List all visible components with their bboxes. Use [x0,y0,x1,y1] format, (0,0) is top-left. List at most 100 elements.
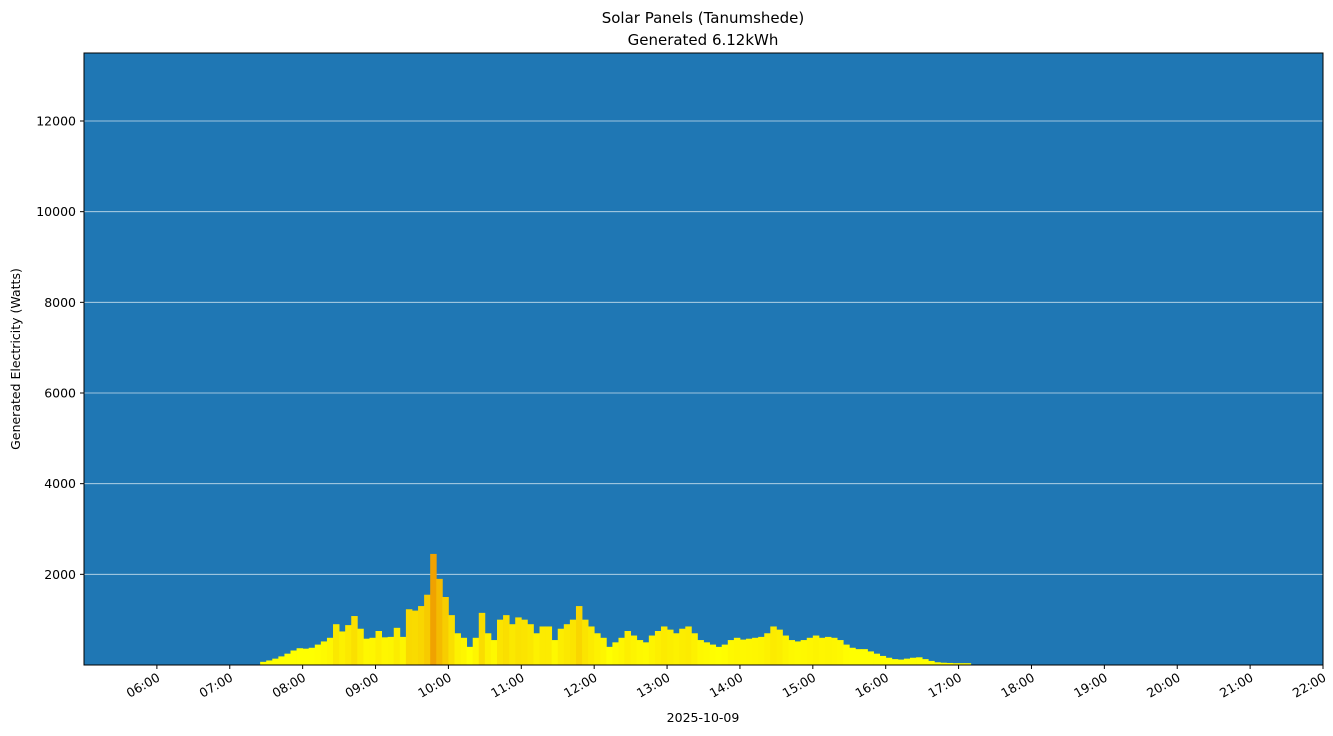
bar [855,649,862,665]
bar [752,637,759,665]
bar [782,635,789,665]
bar [928,660,935,665]
bar [667,629,674,665]
bar [800,640,808,665]
x-tick-label: 22:00 [1290,670,1329,701]
bar [746,638,753,665]
x-tick-label: 06:00 [124,670,163,701]
bar [837,640,844,665]
bars [260,553,972,665]
bar [454,633,461,665]
bar [533,633,540,665]
y-tick-label: 6000 [44,386,76,401]
x-tick-label: 18:00 [998,670,1037,701]
bar [733,637,741,665]
x-tick-label: 15:00 [780,670,819,701]
bar [654,631,662,665]
bar [314,644,322,665]
bar [721,644,729,665]
bar [418,606,425,665]
bar [278,656,285,665]
bar [497,619,504,665]
bar [539,626,546,665]
bar [448,615,455,665]
bar [387,636,395,665]
bar [739,639,747,665]
bar [861,649,868,665]
bar [764,633,771,665]
bar [648,635,656,665]
bar [284,653,291,665]
x-axis-label: 2025-10-09 [667,710,740,725]
bar [885,657,893,665]
bar [679,628,686,665]
bar [557,628,565,665]
x-tick-label: 10:00 [415,670,454,701]
bar [369,637,376,665]
y-tick-label: 10000 [36,204,76,219]
bar [442,597,449,665]
bar [818,637,826,665]
bar [351,616,358,665]
bar [436,578,443,665]
x-axis: 06:00 07:00 08:00 09:00 10:00 11:00 12:00 13:00… [124,665,1329,701]
bar [466,646,474,665]
plot-area [84,53,1323,665]
bar [910,657,917,665]
bar [260,661,267,665]
bar [946,662,953,665]
bar [770,626,777,665]
bar [424,594,431,665]
bar [375,631,383,665]
bar [788,640,796,665]
bar [490,640,498,665]
bar [624,631,632,665]
bar [399,636,407,665]
bar [527,624,534,665]
bar [873,653,881,665]
bar [515,617,522,665]
bar [673,633,680,665]
bar [843,644,850,665]
bar [320,641,328,665]
bar [478,612,486,665]
bar [758,636,765,665]
bar [411,610,419,665]
bar [697,640,704,665]
bar [934,662,941,665]
bar [612,642,619,665]
bar [964,663,972,665]
x-tick-label: 09:00 [342,670,381,701]
bar [715,646,723,665]
bar [776,629,783,665]
bar [940,662,947,665]
bar [582,619,589,665]
bar [867,651,874,665]
y-tick-label: 4000 [44,476,76,491]
bar [393,627,401,665]
bar [266,660,273,665]
bar [545,626,553,665]
bar [363,638,370,665]
bar [588,626,595,665]
y-tick-label: 8000 [44,295,76,310]
bar [916,657,923,665]
bar [503,615,510,665]
x-tick-label: 17:00 [925,670,964,701]
y-tick-label: 12000 [36,114,76,129]
bar [709,644,717,665]
bar [302,648,310,665]
bar [794,641,802,665]
bar [326,637,334,665]
bar [569,619,577,665]
bar [685,626,692,665]
grid-lines [84,120,1323,575]
bar [727,640,735,665]
bar [606,646,613,665]
bar [824,636,832,665]
bar [296,648,304,665]
y-axis: 2000 4000 6000 8000 10000 12000 [36,114,84,582]
bar [630,635,638,665]
chart-title: Solar Panels (Tanumshede) [602,9,805,27]
